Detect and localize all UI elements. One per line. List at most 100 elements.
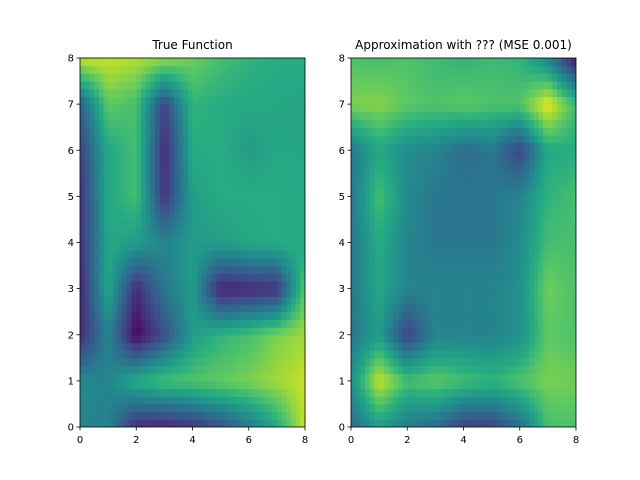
heatmap-cell [84, 388, 90, 397]
y-tick-label: 3 [339, 284, 345, 295]
heatmap-cell [529, 58, 535, 67]
heatmap-cell [169, 334, 175, 344]
heatmap-cell [538, 365, 544, 374]
heatmap-cell [411, 419, 418, 427]
heatmap-cell [538, 150, 544, 159]
heatmap-cell [103, 257, 109, 267]
heatmap-cell [529, 81, 535, 90]
heatmap-cell [360, 127, 366, 136]
heatmap-cell [206, 311, 212, 320]
heatmap-cell [454, 327, 460, 336]
heatmap-cell [112, 204, 119, 213]
heatmap-cell [501, 304, 507, 313]
heatmap-cell [183, 73, 189, 82]
heatmap-cell [468, 88, 474, 98]
heatmap-cell [468, 296, 474, 305]
heatmap-cell [449, 365, 455, 374]
heatmap-cell [108, 234, 114, 244]
heatmap-cell [374, 265, 380, 274]
heatmap-cell [538, 242, 544, 251]
heatmap-cell [458, 296, 465, 305]
heatmap-cell [103, 242, 109, 251]
heatmap-cell [397, 157, 404, 167]
heatmap-cell [491, 373, 497, 382]
heatmap-cell [225, 403, 231, 413]
heatmap-cell [295, 411, 301, 420]
heatmap-cell [472, 365, 479, 374]
heatmap-cell [248, 373, 255, 382]
heatmap-cell [108, 104, 114, 113]
heatmap-cell [416, 58, 422, 67]
heatmap-cell [84, 104, 90, 113]
heatmap-cell [561, 81, 568, 90]
heatmap-cell [211, 188, 217, 197]
heatmap-cell [258, 104, 264, 113]
heatmap-cell [552, 334, 558, 344]
heatmap-cell [112, 196, 119, 205]
heatmap-cell [267, 365, 273, 374]
heatmap-cell [538, 196, 544, 205]
heatmap-cell [435, 173, 441, 182]
heatmap-cell [501, 188, 507, 197]
heatmap-cell [300, 357, 305, 367]
heatmap-cell [449, 227, 455, 236]
heatmap-cell [94, 219, 100, 228]
heatmap-cell [295, 204, 301, 213]
heatmap-cell [169, 319, 175, 328]
heatmap-cell [533, 273, 540, 282]
heatmap-cell [454, 219, 460, 228]
heatmap-cell [374, 196, 380, 205]
heatmap-cell [164, 419, 170, 427]
heatmap-cell [543, 380, 549, 390]
heatmap-cell [547, 403, 554, 413]
heatmap-cell [505, 373, 511, 382]
heatmap-cell [411, 58, 418, 67]
heatmap-cell [150, 96, 156, 105]
heatmap-cell [561, 119, 568, 128]
heatmap-cell [164, 380, 170, 390]
heatmap-cell [220, 357, 226, 367]
heatmap-cell [150, 73, 156, 82]
heatmap-cell [407, 373, 413, 382]
heatmap-cell [117, 234, 123, 244]
heatmap-cell [178, 242, 184, 251]
heatmap-cell [421, 403, 427, 413]
heatmap-cell [192, 234, 198, 244]
heatmap-cell [225, 304, 231, 313]
heatmap-cell [505, 388, 511, 397]
heatmap-cell [430, 127, 436, 136]
heatmap-cell [463, 188, 469, 197]
heatmap-cell [486, 350, 493, 359]
heatmap-cell [281, 204, 287, 213]
heatmap-cell [239, 119, 245, 128]
heatmap-cell [84, 211, 90, 221]
heatmap-cell [468, 403, 474, 413]
heatmap-cell [187, 380, 194, 390]
heatmap-cell [533, 58, 540, 67]
heatmap-cell [552, 388, 558, 397]
heatmap-cell [155, 88, 161, 98]
heatmap-cell [136, 242, 142, 251]
heatmap-cell [248, 127, 255, 136]
heatmap-cell [94, 211, 100, 221]
heatmap-cell [566, 204, 572, 213]
heatmap-cell [491, 150, 497, 159]
heatmap-cell [126, 73, 133, 82]
heatmap-cell [276, 396, 283, 405]
heatmap-cell [472, 188, 479, 197]
heatmap-cell [286, 111, 292, 121]
heatmap-cell [140, 250, 147, 259]
heatmap-cell [295, 88, 301, 98]
heatmap-cell [477, 119, 483, 128]
heatmap-cell [262, 96, 269, 105]
heatmap-cell [393, 296, 399, 305]
heatmap-cell [458, 319, 465, 328]
heatmap-cell [295, 419, 301, 427]
heatmap-cell [552, 219, 558, 228]
heatmap-cell [374, 334, 380, 344]
heatmap-cell [183, 88, 189, 98]
heatmap-cell [117, 73, 123, 82]
heatmap-cell [117, 342, 123, 351]
heatmap-cell [557, 188, 563, 197]
heatmap-cell [286, 250, 292, 259]
